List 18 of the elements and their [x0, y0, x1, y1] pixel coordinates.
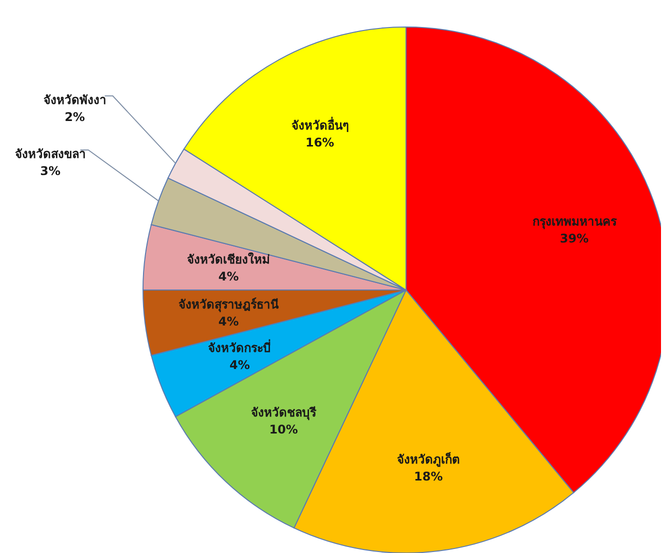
slice-label: จังหวัดพังงา — [43, 92, 106, 107]
slice-label: จังหวัดอื่นๆ — [291, 116, 348, 132]
data-label: 4% — [230, 358, 250, 372]
slice-label: จังหวัดสุราษฎร์ธานี — [178, 297, 280, 312]
data-label: 10% — [269, 422, 298, 436]
data-label: 4% — [218, 270, 239, 284]
data-label: 2% — [64, 110, 85, 124]
slice-label: จังหวัดเชียงใหม่ — [187, 252, 270, 267]
data-label: 16% — [305, 135, 334, 150]
slice-label: กรุงเทพมหานคร — [532, 214, 618, 230]
data-label: 3% — [40, 164, 61, 178]
slice-label: จังหวัดกระบี่ — [208, 338, 272, 355]
slice-label: จังหวัดชลบุรี — [251, 405, 318, 420]
data-label: 18% — [414, 469, 443, 484]
slice-label: จังหวัดภูเก็ต — [396, 451, 460, 468]
slice-label: จังหวัดสงขลา — [14, 146, 86, 161]
data-label: 4% — [218, 314, 239, 328]
data-label: 39% — [560, 231, 589, 246]
